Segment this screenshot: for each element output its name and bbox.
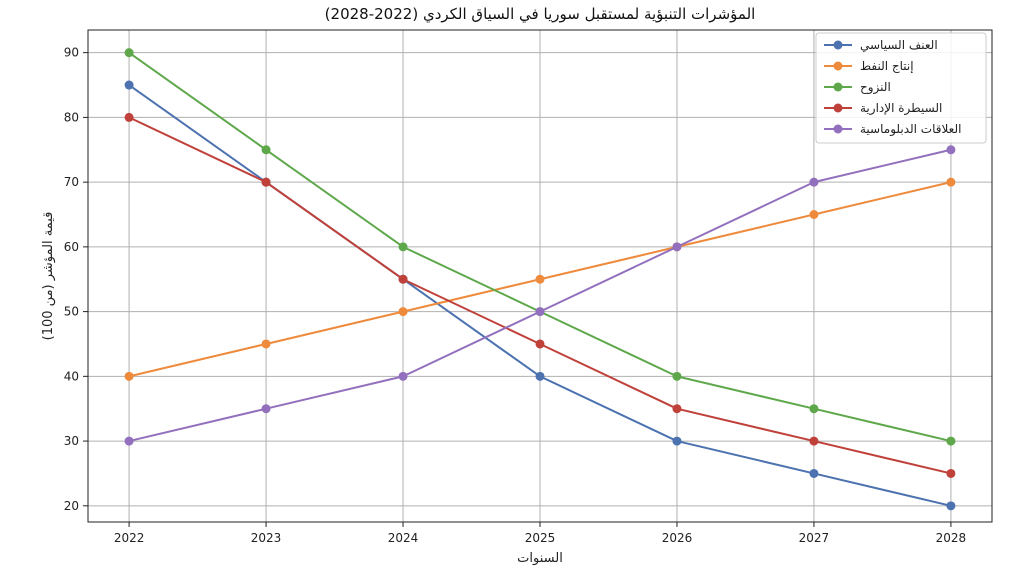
series-3 <box>124 112 956 478</box>
data-point <box>809 177 819 187</box>
legend-label: العنف السياسي <box>860 38 938 52</box>
legend-marker <box>833 40 843 50</box>
data-point <box>124 80 134 90</box>
data-point <box>946 468 956 478</box>
legend-label: العلاقات الدبلوماسية <box>860 122 961 137</box>
legend-marker <box>833 61 843 71</box>
data-point <box>398 371 408 381</box>
y-tick-label: 80 <box>64 110 79 124</box>
data-point <box>809 436 819 446</box>
data-point <box>398 274 408 284</box>
x-axis-title: السنوات <box>517 551 563 566</box>
legend-marker <box>833 82 843 92</box>
data-point <box>261 339 271 349</box>
x-tick-label: 2022 <box>114 531 145 545</box>
data-point <box>809 210 819 219</box>
chart-title: المؤشرات التنبؤية لمستقبل سوريا في السيا… <box>325 5 756 24</box>
y-tick-label: 20 <box>64 499 79 513</box>
data-point <box>946 145 956 155</box>
legend-item: العلاقات الدبلوماسية <box>824 122 961 137</box>
legend: العنف السياسي إنتاج النفط النزوح السيطرة ال… <box>815 32 987 144</box>
legend-item: العنف السياسي <box>824 38 938 52</box>
data-point <box>398 242 408 252</box>
legend-label: النزوح <box>860 80 891 95</box>
data-point <box>946 501 956 511</box>
data-point <box>672 371 682 381</box>
data-point <box>124 48 134 58</box>
data-point <box>261 404 271 414</box>
legend-marker <box>833 103 843 113</box>
legend-item: السيطرة الإدارية <box>824 101 942 116</box>
x-tick-label: 2028 <box>936 531 967 545</box>
data-point <box>535 339 545 349</box>
data-point <box>261 177 271 187</box>
x-tick-label: 2027 <box>799 531 830 545</box>
data-point <box>124 112 134 122</box>
data-point <box>398 307 408 317</box>
data-point <box>124 371 134 381</box>
tick-layer: 2022 2023 2024 2025 2026 2027 2028 20 30 40 50 60 70… <box>64 46 966 545</box>
data-point <box>261 145 271 155</box>
data-point <box>535 371 545 381</box>
y-tick-label: 90 <box>64 46 79 60</box>
series-1 <box>124 177 956 381</box>
data-point <box>124 436 134 446</box>
y-axis-title: قيمة المؤشر (من 100) <box>41 212 56 341</box>
data-point <box>946 177 956 187</box>
x-tick-label: 2025 <box>525 531 556 545</box>
data-point <box>672 242 682 252</box>
y-tick-label: 30 <box>64 434 79 448</box>
data-point <box>809 468 819 478</box>
y-tick-label: 60 <box>64 240 79 254</box>
series-4 <box>124 145 956 446</box>
legend-item: النزوح <box>824 80 891 95</box>
data-point <box>672 404 682 414</box>
legend-label: السيطرة الإدارية <box>860 101 942 116</box>
y-tick-label: 70 <box>64 175 79 189</box>
legend-marker <box>833 124 843 134</box>
data-point <box>535 274 545 284</box>
x-tick-label: 2023 <box>251 531 282 545</box>
x-tick-label: 2026 <box>662 531 693 545</box>
data-point <box>535 307 545 317</box>
legend-item: إنتاج النفط <box>824 59 914 73</box>
data-point <box>946 436 956 446</box>
legend-label: إنتاج النفط <box>860 59 914 73</box>
x-tick-label: 2024 <box>388 531 419 545</box>
series-layer <box>124 48 956 511</box>
legend-box <box>815 32 987 144</box>
y-tick-label: 50 <box>64 305 79 319</box>
data-point <box>672 436 682 446</box>
y-tick-label: 40 <box>64 369 79 383</box>
data-point <box>809 404 819 414</box>
